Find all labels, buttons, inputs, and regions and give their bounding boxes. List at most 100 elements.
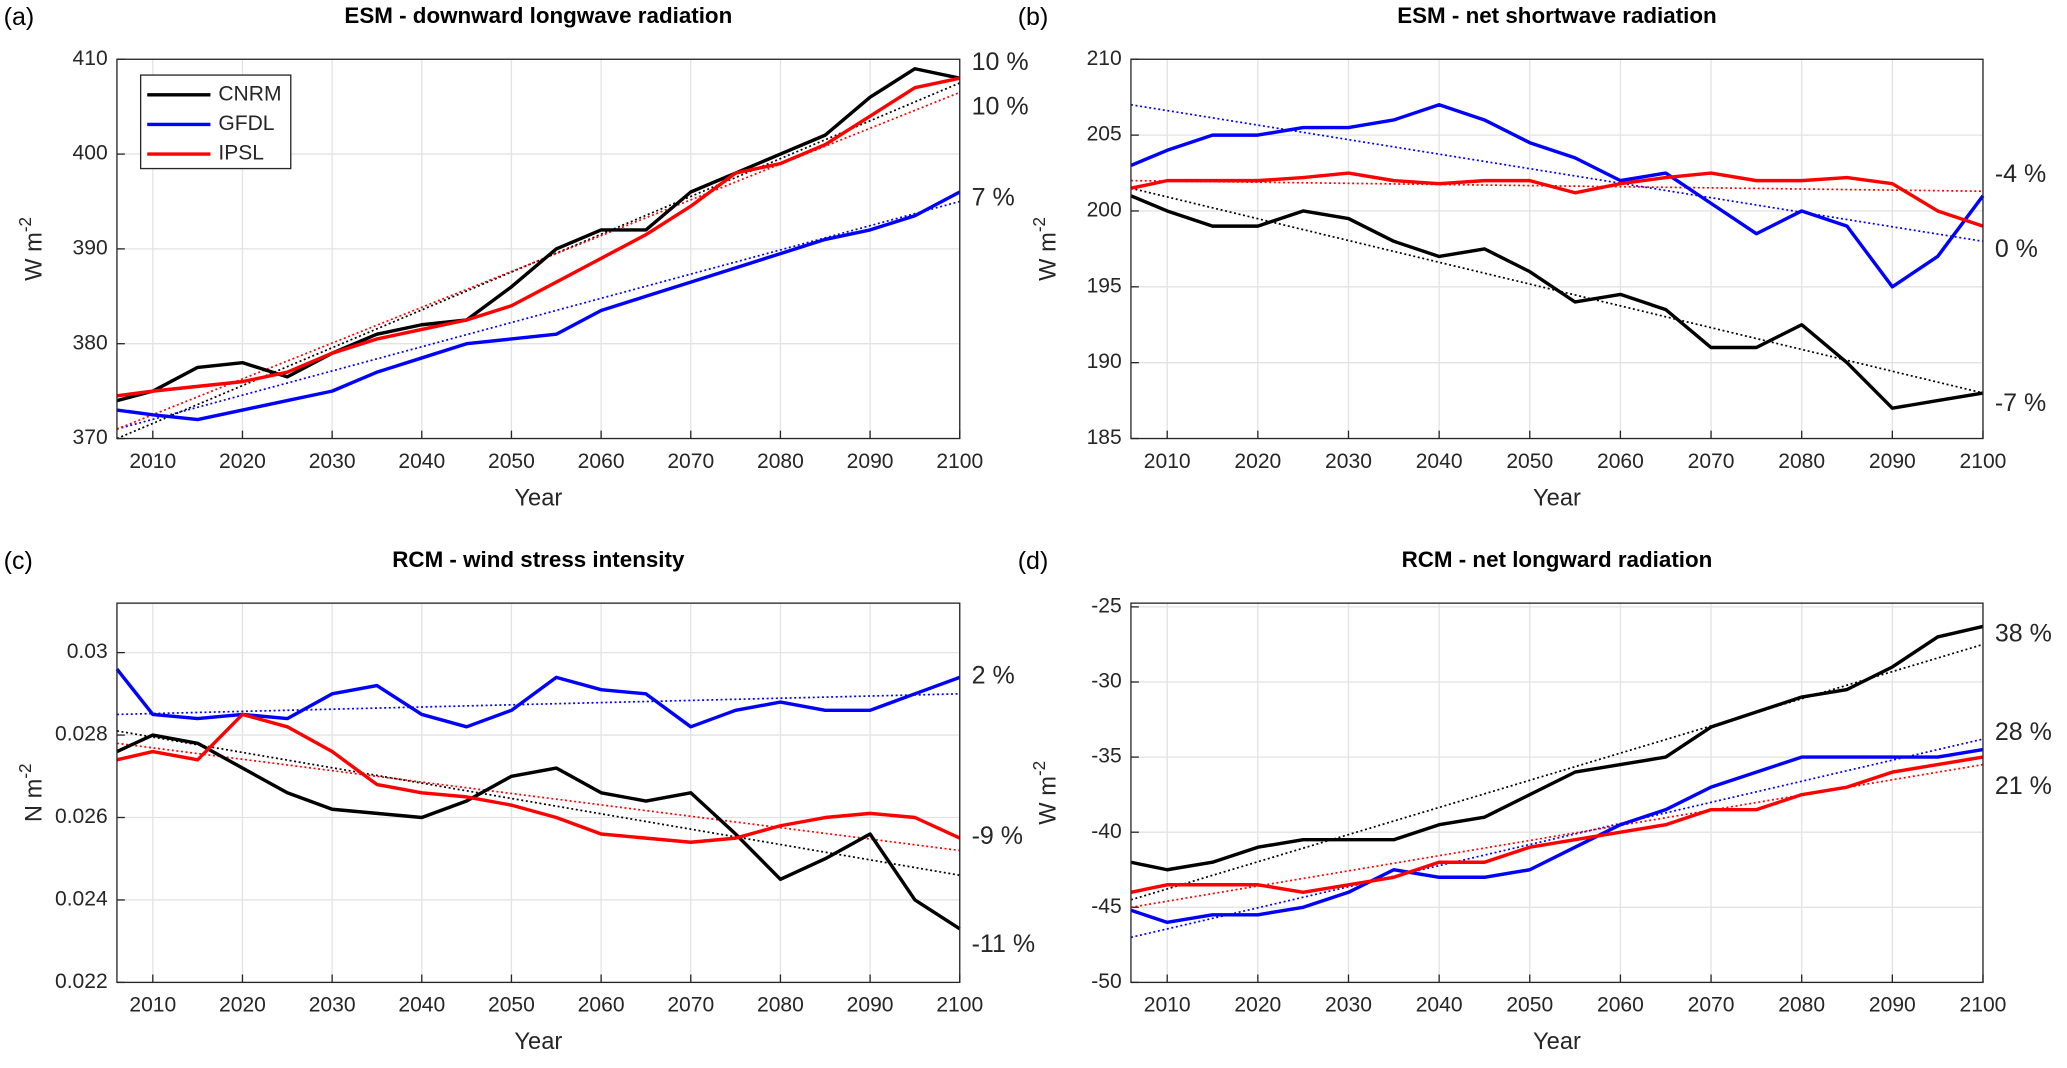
series-line <box>116 712 961 844</box>
series-line <box>1130 624 1984 872</box>
y-tick-label: 0.024 <box>55 888 108 911</box>
change-label: -11 % <box>972 930 1035 958</box>
x-tick-label: 2070 <box>667 994 714 1017</box>
x-tick-label: 2030 <box>1325 450 1372 473</box>
y-tick-label: -35 <box>1091 745 1121 768</box>
panel-letter: (d) <box>1018 547 1049 575</box>
series-line <box>1130 747 1984 925</box>
x-tick-label: 2080 <box>1778 994 1825 1017</box>
series-line <box>116 67 961 403</box>
legend-label: CNRM <box>218 82 281 105</box>
x-tick-label: 2010 <box>129 450 176 473</box>
x-tick-label: 2100 <box>936 450 983 473</box>
x-tick-label: 2080 <box>1778 450 1825 473</box>
change-label: 7 % <box>972 183 1015 211</box>
y-tick-label: 200 <box>1087 199 1122 222</box>
x-axis-label: Year <box>514 1029 562 1055</box>
y-axis-label: W m-2 <box>1030 761 1062 825</box>
series-line <box>1130 103 1985 289</box>
x-axis-label: Year <box>1533 485 1581 511</box>
x-tick-label: 2070 <box>1688 450 1735 473</box>
x-tick-label: 2020 <box>1234 994 1281 1017</box>
panel-title: ESM - net shortwave radiation <box>1397 3 1717 28</box>
change-label: -4 % <box>1995 160 2046 188</box>
x-tick-label: 2020 <box>219 450 266 473</box>
change-label: 2 % <box>972 661 1015 689</box>
series-line <box>1130 194 1984 410</box>
change-label: 21 % <box>1995 772 2052 800</box>
x-tick-label: 2030 <box>1325 994 1372 1017</box>
y-tick-label: 0.028 <box>55 723 108 746</box>
x-tick-label: 2030 <box>309 994 356 1017</box>
x-tick-label: 2040 <box>398 994 445 1017</box>
x-tick-label: 2040 <box>398 450 445 473</box>
y-axis-label-exponent: -2 <box>1030 217 1049 232</box>
y-axis-label-exponent: -2 <box>1030 761 1049 776</box>
panel: (c) RCM - wind stress intensity 2010 2020 20… <box>4 547 1035 1055</box>
x-tick-label: 2020 <box>219 994 266 1017</box>
y-tick-label: 410 <box>73 47 108 70</box>
series-line <box>116 190 961 422</box>
x-axis-label: Year <box>1533 1029 1581 1055</box>
series-line <box>116 76 961 398</box>
change-label: 28 % <box>1995 718 2052 746</box>
axes-frame <box>1130 58 1984 440</box>
y-tick-label: -25 <box>1091 594 1121 617</box>
x-tick-label: 2050 <box>488 450 535 473</box>
y-axis-label-exponent: -2 <box>16 763 35 778</box>
x-tick-label: 2060 <box>1597 450 1644 473</box>
y-tick-label: -40 <box>1091 820 1121 843</box>
x-tick-label: 2060 <box>1597 994 1644 1017</box>
x-tick-label: 2060 <box>578 450 625 473</box>
x-tick-label: 2030 <box>309 450 356 473</box>
panel-title: ESM - downward longwave radiation <box>344 3 732 28</box>
y-tick-label: -45 <box>1091 895 1121 918</box>
y-axis-label-exponent: -2 <box>16 217 35 232</box>
x-tick-label: 2010 <box>1144 450 1191 473</box>
y-tick-label: 0.03 <box>67 640 108 663</box>
change-label: 0 % <box>1995 235 2038 263</box>
axes-frame <box>116 58 961 440</box>
series-line <box>116 733 961 931</box>
axes-frame <box>116 602 961 984</box>
y-tick-label: 370 <box>73 426 108 449</box>
y-tick-label: 390 <box>73 236 108 259</box>
x-tick-label: 2050 <box>1506 994 1553 1017</box>
series-line <box>1130 171 1984 228</box>
panel: (a) ESM - downward longwave radiation 2010… <box>4 3 1029 511</box>
y-tick-label: 380 <box>73 331 108 354</box>
y-tick-label: 0.022 <box>55 970 108 993</box>
panel: (b) ESM - net shortwave radiation 2010 2020… <box>1018 3 2047 511</box>
panel-title: RCM - wind stress intensity <box>392 547 685 572</box>
x-tick-label: 2050 <box>488 994 535 1017</box>
trend-line <box>116 692 960 716</box>
x-axis-label: Year <box>514 485 562 511</box>
y-tick-label: 0.026 <box>55 805 108 828</box>
panel-letter: (c) <box>4 547 33 575</box>
y-tick-label: 210 <box>1087 47 1122 70</box>
x-tick-label: 2020 <box>1234 450 1281 473</box>
panel-letter: (b) <box>1018 3 1049 31</box>
x-tick-label: 2090 <box>847 450 894 473</box>
y-axis-label-unit: W m <box>1036 776 1062 825</box>
x-tick-label: 2100 <box>1960 450 2007 473</box>
trend-line <box>1130 179 1983 193</box>
x-tick-label: 2070 <box>667 450 714 473</box>
y-axis-label: W m-2 <box>1030 217 1062 281</box>
x-tick-label: 2090 <box>1869 994 1916 1017</box>
panel: (d) RCM - net longward radiation 2010 2020 2… <box>1018 547 2052 1055</box>
trend-line <box>1130 103 1984 243</box>
y-axis-label-unit: W m <box>22 232 48 281</box>
x-tick-label: 2080 <box>757 450 804 473</box>
panel-letter: (a) <box>4 3 35 31</box>
change-label: 38 % <box>1995 619 2052 647</box>
y-tick-label: 195 <box>1087 274 1122 297</box>
trend-line <box>1130 643 1984 901</box>
change-label: -7 % <box>1995 389 2046 417</box>
x-tick-label: 2040 <box>1416 994 1463 1017</box>
legend-label: GFDL <box>218 112 274 135</box>
x-tick-label: 2010 <box>129 994 176 1017</box>
change-label: 10 % <box>972 93 1029 121</box>
